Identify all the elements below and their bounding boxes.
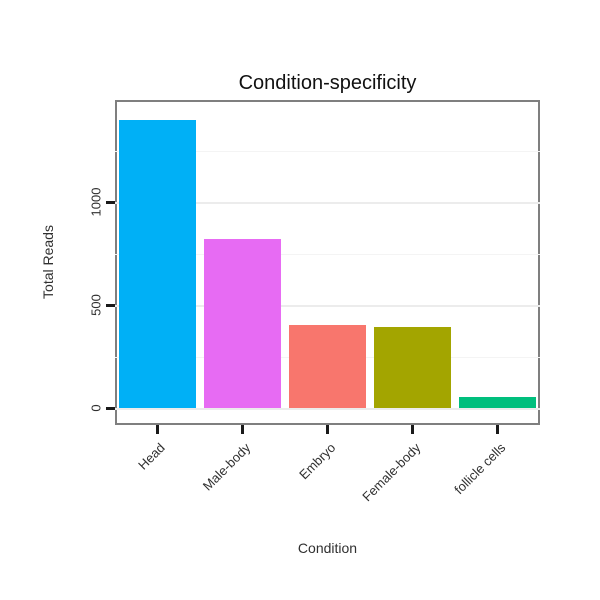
x-axis-tick xyxy=(326,425,329,434)
bar xyxy=(204,239,281,408)
y-tick-label: 500 xyxy=(88,294,104,316)
bar xyxy=(459,396,536,408)
y-tick-label: 1000 xyxy=(88,187,104,217)
x-tick-label: Embryo xyxy=(295,440,339,483)
gridline-major xyxy=(115,408,540,410)
y-axis-tick xyxy=(106,406,115,410)
x-axis-tick xyxy=(411,425,414,434)
x-tick-label: follicle cells xyxy=(451,440,509,498)
chart-title: Condition-specificity xyxy=(238,72,417,94)
bar xyxy=(289,324,366,408)
x-axis-tick xyxy=(156,425,159,434)
x-tick-label: Head xyxy=(135,440,169,473)
x-tick-label: Female-body xyxy=(358,440,424,505)
gridline-major xyxy=(115,305,540,307)
x-axis-tick xyxy=(241,425,244,434)
bar xyxy=(119,119,196,408)
bar xyxy=(374,326,451,408)
gridline-major xyxy=(115,202,540,204)
x-axis-title: Condition xyxy=(297,540,358,556)
y-axis-title: Total Reads xyxy=(40,225,56,299)
gridline-minor xyxy=(115,150,540,152)
x-axis-tick xyxy=(496,425,499,434)
y-axis-tick xyxy=(106,200,115,204)
y-tick-label: 0 xyxy=(88,404,104,412)
gridline-minor xyxy=(115,253,540,255)
x-tick-label: Male-body xyxy=(199,440,254,494)
y-axis-tick xyxy=(106,303,115,307)
